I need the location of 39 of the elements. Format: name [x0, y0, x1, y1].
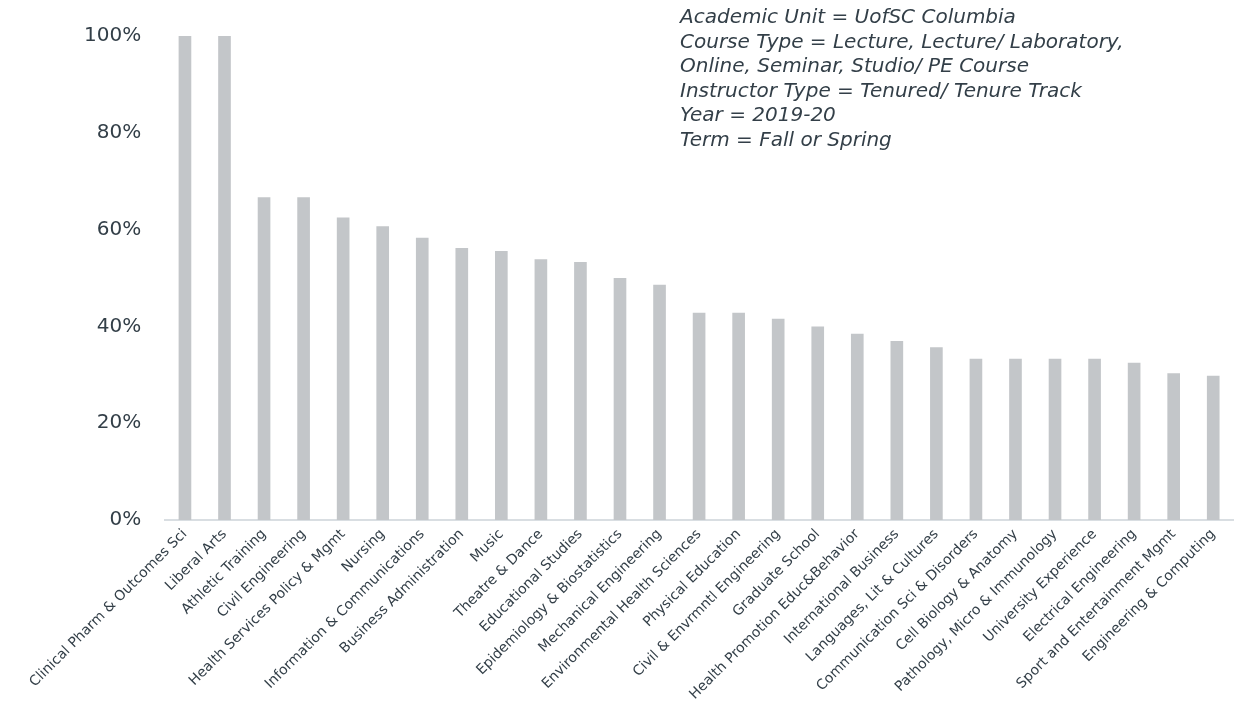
bar	[1088, 358, 1101, 521]
bar	[1127, 362, 1141, 521]
y-tick-label: 100%	[83, 22, 142, 47]
bar	[297, 197, 310, 521]
bar	[376, 226, 390, 521]
bar	[930, 347, 943, 521]
bar	[732, 312, 745, 521]
annotation: Year = 2019-20	[680, 102, 837, 127]
bar	[692, 312, 706, 521]
bar	[495, 250, 508, 521]
bar	[455, 248, 469, 521]
y-tick-label: 60%	[96, 215, 142, 240]
y-tick-label: 20%	[96, 409, 142, 434]
bar	[218, 36, 231, 521]
bar	[1048, 358, 1062, 521]
annotation: Online, Seminar, Studio/ PE Course	[680, 53, 1030, 78]
bar	[415, 237, 429, 521]
bar	[257, 197, 271, 521]
bar	[336, 217, 350, 521]
bar	[534, 259, 548, 521]
annotation: Course Type = Lecture, Lecture/ Laboratory,	[680, 28, 1124, 53]
bar	[613, 278, 627, 521]
bar	[890, 340, 904, 521]
y-tick-label: 0%	[109, 506, 142, 531]
bar	[178, 36, 192, 521]
annotation: Instructor Type = Tenured/ Tenure Track	[680, 77, 1083, 102]
bar	[1206, 375, 1220, 521]
bar	[771, 318, 785, 521]
bar	[850, 333, 864, 521]
bar	[1009, 358, 1022, 521]
bar	[969, 358, 983, 521]
y-tick-label: 80%	[96, 119, 142, 144]
bar	[574, 262, 587, 521]
bar	[1167, 373, 1180, 521]
annotation: Term = Fall or Spring	[680, 126, 893, 151]
bar	[653, 284, 666, 521]
y-tick-label: 40%	[96, 312, 142, 337]
text: Academic Unit = UofSC Columbia	[680, 4, 1017, 29]
bar	[811, 326, 825, 521]
